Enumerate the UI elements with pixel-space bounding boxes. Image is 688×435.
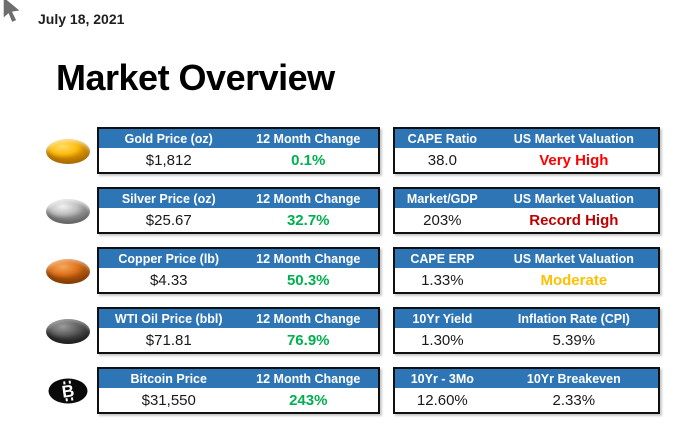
page-title: Market Overview — [56, 57, 335, 98]
table-header-cell: 12 Month Change — [256, 192, 361, 206]
table-value-row: $1,812 0.1% — [99, 150, 378, 172]
silver-coin-icon — [46, 198, 90, 224]
bitcoin-icon: B — [48, 378, 88, 404]
table-value-cell: $25.67 — [145, 212, 192, 229]
table-header-row: 10Yr Yield Inflation Rate (CPI) — [395, 309, 658, 330]
yield-curve-table: 10Yr - 3Mo 10Yr Breakeven 12.60% 2.33% — [393, 367, 660, 414]
table-value-row: 1.30% 5.39% — [395, 330, 658, 352]
metric-table-grid: Gold Price (oz) 12 Month Change $1,812 0… — [0, 127, 688, 427]
table-value-row: 12.60% 2.33% — [395, 390, 658, 412]
table-value-row: 38.0 Very High — [395, 150, 658, 172]
copper-coin-icon — [46, 258, 90, 284]
metric-row-gold: Gold Price (oz) 12 Month Change $1,812 0… — [0, 127, 688, 187]
table-value-cell: 12.60% — [416, 392, 468, 409]
metric-row-copper: Copper Price (lb) 12 Month Change $4.33 … — [0, 247, 688, 307]
ten-year-yield-table: 10Yr Yield Inflation Rate (CPI) 1.30% 5.… — [393, 307, 660, 354]
table-header-cell: 10Yr - 3Mo — [410, 372, 474, 386]
table-header-cell: US Market Valuation — [513, 132, 634, 146]
table-value-cell: 203% — [423, 212, 462, 229]
table-header-cell: 12 Month Change — [256, 132, 361, 146]
table-value-row: 1.33% Moderate — [395, 270, 658, 292]
table-value-row: 203% Record High — [395, 210, 658, 232]
table-value-cell: 76.9% — [286, 332, 330, 349]
silver-price-table: Silver Price (oz) 12 Month Change $25.67… — [97, 187, 380, 234]
table-header-cell: CAPE ERP — [410, 252, 475, 266]
oil-coin-icon — [46, 318, 90, 344]
table-value-cell: 1.33% — [421, 272, 464, 289]
table-header-row: 10Yr - 3Mo 10Yr Breakeven — [395, 369, 658, 390]
table-value-cell: Moderate — [540, 272, 608, 289]
mouse-cursor-icon — [2, 0, 23, 24]
market-gdp-table: Market/GDP US Market Valuation 203% Reco… — [393, 187, 660, 234]
table-header-row: Bitcoin Price 12 Month Change — [99, 369, 378, 390]
table-header-cell: 10Yr Yield — [412, 312, 473, 326]
table-header-row: Silver Price (oz) 12 Month Change — [99, 189, 378, 210]
metric-row-oil: WTI Oil Price (bbl) 12 Month Change $71.… — [0, 307, 688, 367]
table-header-cell: CAPE Ratio — [407, 132, 478, 146]
table-value-cell: Record High — [529, 212, 619, 229]
table-header-row: CAPE ERP US Market Valuation — [395, 249, 658, 270]
table-value-row: $31,550 243% — [99, 390, 378, 412]
table-header-cell: Market/GDP — [406, 192, 478, 206]
table-value-cell: Very High — [539, 152, 609, 169]
table-value-cell: $1,812 — [145, 152, 192, 169]
cape-ratio-table: CAPE Ratio US Market Valuation 38.0 Very… — [393, 127, 660, 174]
table-header-row: Market/GDP US Market Valuation — [395, 189, 658, 210]
table-header-row: WTI Oil Price (bbl) 12 Month Change — [99, 309, 378, 330]
table-value-cell: 32.7% — [286, 212, 330, 229]
table-header-cell: Inflation Rate (CPI) — [517, 312, 630, 326]
table-header-cell: WTI Oil Price (bbl) — [114, 312, 223, 326]
table-header-cell: 10Yr Breakeven — [526, 372, 621, 386]
table-header-row: CAPE Ratio US Market Valuation — [395, 129, 658, 150]
table-header-cell: 12 Month Change — [256, 372, 361, 386]
metric-row-silver: Silver Price (oz) 12 Month Change $25.67… — [0, 187, 688, 247]
table-value-row: $4.33 50.3% — [99, 270, 378, 292]
table-header-cell: US Market Valuation — [513, 192, 634, 206]
table-value-cell: 243% — [289, 392, 328, 409]
gold-price-table: Gold Price (oz) 12 Month Change $1,812 0… — [97, 127, 380, 174]
table-value-cell: 1.30% — [421, 332, 464, 349]
table-value-cell: $71.81 — [145, 332, 192, 349]
table-header-row: Copper Price (lb) 12 Month Change — [99, 249, 378, 270]
report-date: July 18, 2021 — [38, 11, 125, 27]
cape-erp-table: CAPE ERP US Market Valuation 1.33% Moder… — [393, 247, 660, 294]
table-header-cell: 12 Month Change — [256, 312, 361, 326]
table-value-cell: $4.33 — [149, 272, 188, 289]
copper-icon-slot — [44, 256, 92, 286]
table-value-row: $71.81 76.9% — [99, 330, 378, 352]
table-header-row: Gold Price (oz) 12 Month Change — [99, 129, 378, 150]
table-header-cell: Gold Price (oz) — [124, 132, 213, 146]
bitcoin-icon-slot: B — [44, 376, 92, 406]
table-header-cell: Copper Price (lb) — [118, 252, 220, 266]
table-header-cell: Silver Price (oz) — [121, 192, 216, 206]
silver-icon-slot — [44, 196, 92, 226]
bitcoin-price-table: Bitcoin Price 12 Month Change $31,550 24… — [97, 367, 380, 414]
copper-price-table: Copper Price (lb) 12 Month Change $4.33 … — [97, 247, 380, 294]
metric-row-bitcoin: B Bitcoin Price 12 Month Change $31,550 … — [0, 367, 688, 427]
gold-icon-slot — [44, 136, 92, 166]
oil-icon-slot — [44, 316, 92, 346]
table-value-row: $25.67 32.7% — [99, 210, 378, 232]
table-header-cell: US Market Valuation — [513, 252, 634, 266]
table-value-cell: 2.33% — [552, 392, 596, 409]
wti-oil-price-table: WTI Oil Price (bbl) 12 Month Change $71.… — [97, 307, 380, 354]
table-header-cell: 12 Month Change — [256, 252, 361, 266]
gold-coin-icon — [46, 138, 90, 164]
table-value-cell: 0.1% — [291, 152, 326, 169]
table-value-cell: 50.3% — [286, 272, 330, 289]
table-value-cell: 5.39% — [552, 332, 596, 349]
table-value-cell: $31,550 — [141, 392, 196, 409]
table-header-cell: Bitcoin Price — [130, 372, 207, 386]
svg-text:B: B — [61, 381, 76, 402]
table-value-cell: 38.0 — [427, 152, 457, 169]
